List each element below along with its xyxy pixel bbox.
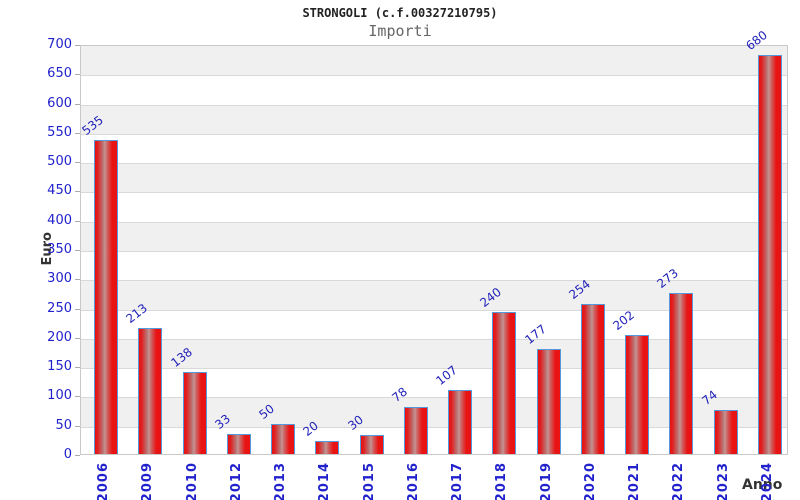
bar	[714, 410, 738, 454]
bar	[758, 55, 782, 454]
x-tick-label: 2014	[317, 462, 333, 500]
y-tick-label: 100	[47, 388, 72, 404]
grid-line	[81, 309, 787, 311]
bar	[271, 424, 295, 454]
x-tick-label: 2024	[759, 462, 775, 500]
y-tick-label: 200	[47, 329, 72, 345]
x-tick-label: 2012	[228, 462, 244, 500]
x-tick-label: 2010	[184, 462, 200, 500]
grid-band	[81, 104, 787, 134]
y-tick-mark	[75, 279, 80, 281]
grid-band	[81, 221, 787, 251]
grid-line	[81, 280, 787, 282]
x-tick-label: 2019	[538, 462, 554, 500]
grid-line	[81, 104, 787, 106]
x-axis-title: Anno	[742, 477, 783, 493]
y-tick-label: 350	[47, 242, 72, 257]
x-tick-label: 2009	[140, 462, 156, 500]
y-tick-label: 600	[47, 95, 72, 111]
grid-line	[81, 221, 787, 223]
y-tick-mark	[75, 425, 80, 427]
grid-line	[81, 426, 787, 428]
y-tick-label: 400	[47, 212, 72, 228]
bar	[360, 435, 384, 454]
y-tick-mark	[75, 337, 80, 339]
y-tick-mark	[75, 191, 80, 193]
y-tick-mark	[75, 132, 80, 134]
grid-line	[81, 338, 787, 340]
grid-band	[81, 163, 787, 193]
grid-line	[81, 163, 787, 165]
bar	[669, 293, 693, 454]
bar	[448, 390, 472, 454]
grid-line	[81, 75, 787, 77]
chart-title: STRONGOLI (c.f.00327210795)	[302, 6, 498, 20]
bar	[492, 312, 516, 454]
x-tick-label: 2017	[450, 462, 466, 500]
y-tick-label: 300	[47, 271, 72, 287]
bar	[315, 441, 339, 454]
bar	[94, 140, 118, 454]
bar	[404, 407, 428, 454]
grid-line	[81, 368, 787, 370]
chart-subtitle: Importi	[368, 22, 432, 40]
x-tick-label: 2013	[273, 462, 289, 500]
y-tick-label: 50	[55, 417, 72, 433]
y-tick-label: 650	[47, 66, 72, 82]
grid-line	[81, 133, 787, 135]
y-tick-mark	[75, 308, 80, 310]
y-tick-label: 150	[47, 359, 72, 375]
y-tick-mark	[75, 250, 80, 251]
bar	[581, 304, 605, 454]
grid-band	[81, 46, 787, 76]
x-tick-label: 2023	[715, 462, 731, 500]
x-tick-label: 2018	[494, 462, 510, 500]
y-tick-label: 0	[63, 447, 72, 462]
bar	[183, 372, 207, 454]
plot-area	[80, 45, 788, 455]
y-tick-label: 450	[47, 183, 72, 199]
y-tick-mark	[75, 396, 80, 398]
y-tick-mark	[75, 455, 80, 456]
x-tick-label: 2020	[582, 462, 598, 500]
y-tick-label: 550	[47, 124, 72, 140]
x-tick-label: 2021	[627, 462, 643, 500]
grid-line	[81, 397, 787, 399]
x-tick-label: 2015	[361, 462, 377, 500]
y-tick-mark	[75, 103, 80, 105]
bar	[625, 335, 649, 454]
y-tick-mark	[75, 74, 80, 76]
y-tick-label: 700	[47, 37, 72, 52]
x-tick-label: 2006	[96, 462, 112, 500]
bar	[227, 434, 251, 454]
y-tick-mark	[75, 220, 80, 222]
bar	[537, 349, 561, 454]
y-tick-mark	[75, 367, 80, 369]
x-tick-label: 2016	[405, 462, 421, 500]
y-tick-label: 250	[47, 300, 72, 316]
grid-line	[81, 192, 787, 194]
grid-line	[81, 251, 787, 252]
y-tick-label: 500	[47, 154, 72, 170]
y-tick-mark	[75, 162, 80, 164]
y-tick-mark	[75, 45, 80, 46]
x-tick-label: 2022	[671, 462, 687, 500]
bar	[138, 328, 162, 454]
